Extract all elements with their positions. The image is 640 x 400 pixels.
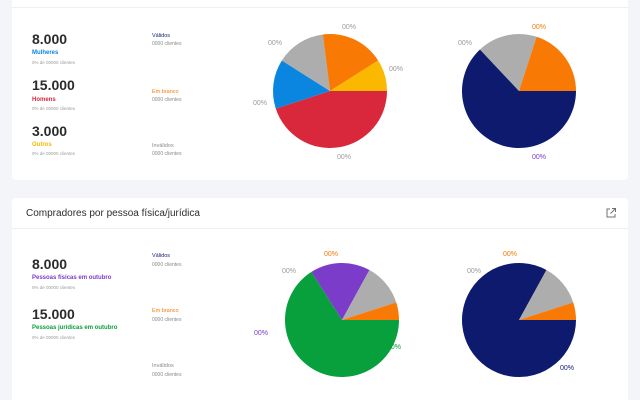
valid-sub: 0000 clientes	[152, 262, 182, 268]
pct-label-yellow: 00%	[389, 66, 404, 73]
individuals-label: Pessoas físicas em outubro	[32, 275, 112, 281]
gender-card: 8.000 Mulheres 0% de 00000 clientes 15.0…	[12, 0, 628, 180]
women-sub: 0% de 00000 clientes	[32, 60, 76, 65]
others-sub: 0% de 00000 clientes	[32, 151, 76, 156]
pie-slice	[342, 270, 397, 320]
pct-label-purple: 00%	[254, 330, 269, 337]
gender-pie-chart	[273, 34, 387, 148]
others-count: 3.000	[32, 123, 68, 139]
men-count: 15.000	[32, 77, 75, 93]
pie-slice	[281, 34, 330, 91]
external-link-icon[interactable]	[605, 207, 617, 219]
invalid-sub: 0000 clientes	[152, 372, 182, 378]
blank-label: Em branco	[152, 89, 179, 95]
pie-slice	[285, 271, 399, 377]
pct-label-navy: 00%	[560, 365, 575, 372]
invalid-label: Inválidos	[152, 143, 174, 149]
others-label: Outros	[32, 142, 52, 148]
pct-label-gray: 00%	[268, 40, 283, 47]
pie-slice	[519, 302, 576, 320]
pct-label-orange: 00%	[342, 24, 357, 31]
card-title: Compradores por pessoa física/jurídica	[26, 208, 200, 219]
pie-slice	[461, 49, 576, 149]
pct-label-navy: 00%	[532, 154, 547, 161]
pct-label-green: 00%	[387, 344, 402, 351]
individuals-count: 8.000	[32, 256, 68, 272]
companies-sub: 0% de 00000 clientes	[32, 335, 76, 340]
men-label: Homens	[32, 97, 56, 103]
pie-slice	[519, 36, 576, 91]
pct-label-orange: 00%	[324, 251, 339, 258]
pct-label-red: 00%	[337, 154, 352, 161]
blank-sub: 0000 clientes	[152, 97, 182, 103]
pct-label-gray: 00%	[467, 268, 482, 275]
valid-label: Válidos	[152, 33, 171, 39]
companies-count: 15.000	[32, 306, 75, 322]
pie-slice	[273, 60, 330, 109]
invalid-sub: 0000 clientes	[152, 151, 182, 157]
validity-pie-chart	[461, 34, 576, 149]
blank-label: Em branco	[152, 308, 179, 314]
women-label: Mulheres	[32, 50, 59, 56]
companies-label: Pessoas jurídicas em outubro	[32, 325, 118, 331]
pie-slice	[275, 91, 387, 148]
person-type-validity-pie-chart	[462, 263, 576, 377]
pie-slice	[311, 263, 370, 320]
men-sub: 0% de 00000 clientes	[32, 106, 76, 111]
person-type-pie-chart	[285, 263, 399, 377]
pie-slice	[519, 270, 574, 320]
valid-sub: 0000 clientes	[152, 41, 182, 47]
individuals-sub: 0% de 00000 clientes	[32, 285, 76, 290]
pie-slice	[330, 60, 387, 91]
pct-label-blue: 00%	[253, 100, 268, 107]
card-divider	[12, 7, 628, 8]
pct-label-gray: 00%	[282, 268, 297, 275]
valid-label: Válidos	[152, 253, 171, 259]
buyers-card: Compradores por pessoa física/jurídica 8…	[12, 198, 628, 400]
pie-slice	[479, 34, 537, 91]
women-count: 8.000	[32, 31, 68, 47]
card-header: Compradores por pessoa física/jurídica	[12, 198, 628, 229]
blank-sub: 0000 clientes	[152, 317, 182, 323]
pct-label-orange: 00%	[532, 24, 547, 31]
pct-label-gray: 00%	[458, 40, 473, 47]
invalid-label: Inválidos	[152, 363, 174, 369]
pct-label-orange: 00%	[503, 251, 518, 258]
pie-slice	[322, 34, 379, 91]
pie-slice	[342, 302, 399, 320]
